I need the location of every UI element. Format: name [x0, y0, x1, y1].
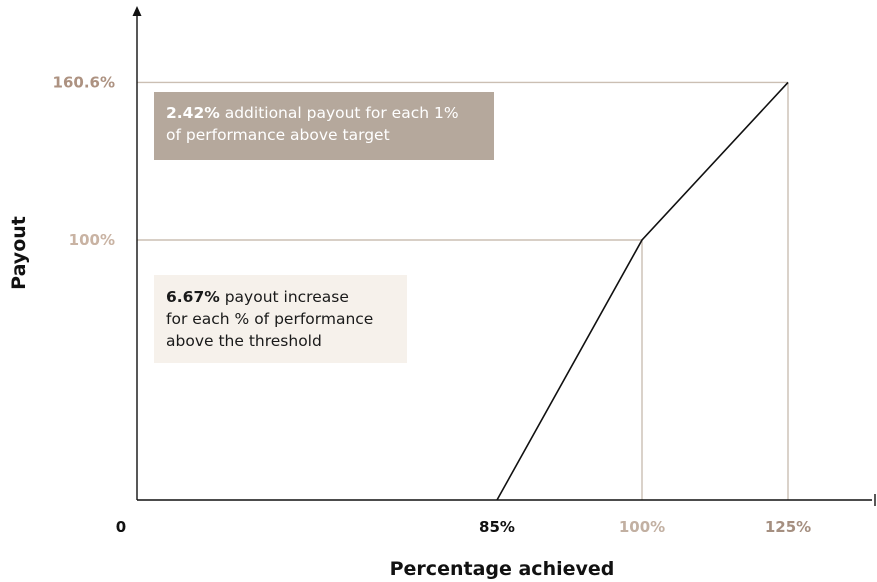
annotation-above-threshold: 6.67% payout increase for each % of perf…	[154, 275, 407, 363]
annotation-text: additional payout for each 1%	[219, 104, 459, 122]
reference-guides	[137, 81, 789, 500]
annotation-text: payout increase	[219, 288, 349, 306]
x-tick-label: 0	[116, 518, 126, 536]
annotation-rate: 2.42%	[166, 104, 220, 122]
annotation-above-target: 2.42% additional payout for each 1% of p…	[154, 92, 494, 160]
annotation-line: of performance above target	[166, 126, 390, 144]
axes	[132, 6, 876, 506]
y-axis-arrow	[132, 6, 142, 16]
y-tick-label: 100%	[69, 231, 115, 249]
annotation-line: 6.67% payout increase	[166, 286, 395, 308]
x-tick-label: 85%	[479, 518, 515, 536]
annotation-line: for each % of performance	[166, 310, 374, 328]
x-tick-label: 100%	[619, 518, 665, 536]
y-axis-title: Payout	[8, 216, 30, 290]
x-tick-label: 125%	[765, 518, 811, 536]
x-axis-title: Percentage achieved	[390, 558, 615, 580]
annotation-line: above the threshold	[166, 332, 322, 350]
annotation-line: 2.42% additional payout for each 1%	[166, 102, 482, 124]
y-tick-labels: 100% 160.6%	[53, 73, 115, 249]
y-tick-label: 160.6%	[53, 73, 115, 91]
series-line-0	[496, 81, 789, 501]
annotation-rate: 6.67%	[166, 288, 220, 306]
x-tick-labels: 0 85% 100% 125%	[116, 518, 811, 536]
payout-series	[496, 81, 789, 501]
